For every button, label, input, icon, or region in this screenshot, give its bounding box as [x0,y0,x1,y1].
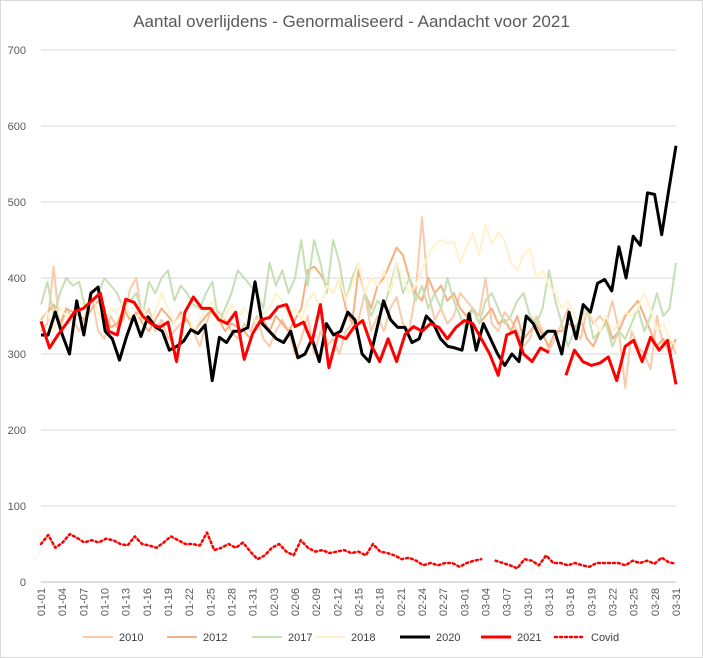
x-tick-label: 03-16 [565,588,577,616]
x-tick-label: 01-19 [163,588,175,616]
gridlines [41,49,676,583]
series-line-covid [39,531,483,569]
x-tick-label: 02-18 [375,588,387,616]
chart-title: Aantal overlijdens - Genormaliseerd - Aa… [133,12,570,31]
x-tick-label: 03-04 [481,588,493,616]
x-tick-label: 03-25 [629,588,641,616]
x-tick-label: 02-03 [269,588,281,616]
legend: 2010 2012 2017 2018 2020 2021 Covid [83,632,619,644]
y-axis: 0 100 200 300 400 500 600 700 [8,45,26,589]
x-tick-label: 02-12 [332,588,344,616]
x-tick-label: 01-04 [57,588,69,616]
x-tick-label: 03-01 [459,588,471,616]
x-tick-label: 03-10 [523,588,535,616]
series-line-2021 [564,335,678,385]
x-tick-label: 02-06 [290,588,302,616]
series-line-2021 [39,291,550,377]
legend-label: 2018 [351,632,375,644]
y-tick-label: 100 [8,501,26,513]
y-tick-label: 500 [8,197,26,209]
y-tick-label: 700 [8,45,26,57]
x-tick-label: 03-31 [671,588,683,616]
y-tick-label: 400 [8,273,26,285]
x-tick-label: 03-07 [502,588,514,616]
series-lines [39,145,678,570]
legend-label: 2021 [517,632,541,644]
x-tick-label: 01-10 [100,588,112,616]
x-tick-label: 02-09 [311,588,323,616]
y-tick-label: 600 [8,121,26,133]
x-tick-label: 02-21 [396,588,408,616]
series-line-2012 [40,246,677,355]
legend-label: 2020 [436,632,460,644]
x-tick-label: 02-27 [438,588,450,616]
series-line-2018 [40,223,677,348]
legend-label: 2012 [203,632,227,644]
x-tick-label: 03-28 [650,588,662,616]
y-tick-label: 300 [8,349,26,361]
y-tick-label: 0 [20,577,26,589]
x-tick-label: 03-13 [544,588,556,616]
x-tick-label: 01-16 [142,588,154,616]
x-tick-label: 01-28 [227,588,239,616]
x-axis: 01-01 01-04 01-07 01-10 01-13 01-16 01-19 01-22… [36,581,683,616]
x-tick-label: 01-01 [36,588,48,616]
x-tick-label: 01-25 [205,588,217,616]
series-line-covid [494,554,678,570]
legend-label: 2010 [119,632,143,644]
y-tick-label: 200 [8,425,26,437]
legend-label: Covid [591,632,619,644]
x-tick-label: 03-19 [586,588,598,616]
x-tick-label: 01-22 [184,588,196,616]
x-tick-label: 02-24 [417,588,429,616]
x-tick-label: 01-07 [78,588,90,616]
x-tick-label: 03-22 [608,588,620,616]
x-tick-label: 01-13 [121,588,133,616]
x-tick-label: 01-31 [248,588,260,616]
legend-label: 2017 [288,632,312,644]
x-tick-label: 02-15 [354,588,366,616]
series-line-2010 [40,216,677,390]
